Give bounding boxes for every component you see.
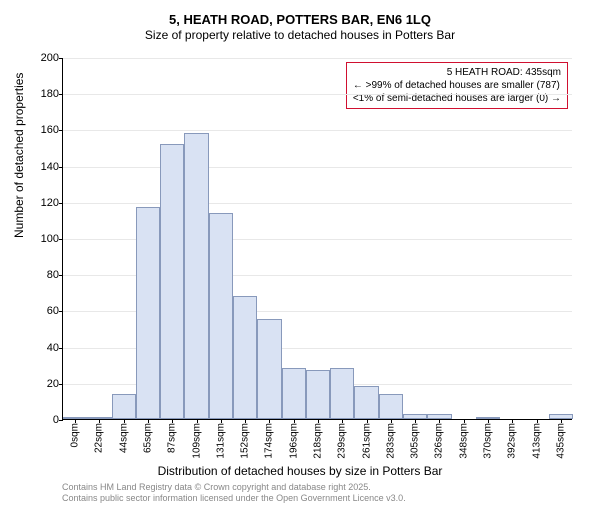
plot-area: 5 HEATH ROAD: 435sqm ← >99% of detached …: [62, 58, 572, 420]
gridline: [63, 167, 572, 168]
xtick-label: 109sqm: [191, 423, 202, 459]
xtick-label: 174sqm: [264, 423, 275, 459]
ytick-label: 100: [41, 233, 59, 245]
xtick-label: 44sqm: [118, 423, 129, 453]
ytick-label: 80: [47, 269, 59, 281]
ytick-mark: [59, 275, 63, 276]
ytick-label: 20: [47, 378, 59, 390]
ytick-mark: [59, 94, 63, 95]
histogram-bar: [379, 394, 403, 419]
ytick-mark: [59, 58, 63, 59]
histogram-bar: [306, 370, 330, 419]
histogram-bar: [282, 368, 306, 419]
chart-title-sub: Size of property relative to detached ho…: [0, 28, 600, 42]
xtick-label: 152sqm: [240, 423, 251, 459]
attribution-line2: Contains public sector information licen…: [62, 493, 406, 504]
histogram-bar: [184, 133, 208, 419]
ytick-mark: [59, 311, 63, 312]
ytick-label: 180: [41, 88, 59, 100]
gridline: [63, 58, 572, 59]
xtick-label: 239sqm: [337, 423, 348, 459]
y-axis-label: Number of detached properties: [12, 73, 26, 238]
ytick-label: 60: [47, 305, 59, 317]
histogram-bar: [233, 296, 257, 419]
xtick-label: 22sqm: [94, 423, 105, 453]
attribution: Contains HM Land Registry data © Crown c…: [62, 482, 406, 504]
ytick-label: 200: [41, 52, 59, 64]
ytick-label: 160: [41, 124, 59, 136]
ytick-label: 140: [41, 161, 59, 173]
xtick-label: 87sqm: [167, 423, 178, 453]
chart-title-main: 5, HEATH ROAD, POTTERS BAR, EN6 1LQ: [0, 12, 600, 27]
xtick-label: 305sqm: [410, 423, 421, 459]
ytick-mark: [59, 348, 63, 349]
ytick-mark: [59, 203, 63, 204]
histogram-bar: [354, 386, 378, 419]
chart-container: 5, HEATH ROAD, POTTERS BAR, EN6 1LQ Size…: [0, 10, 600, 510]
xtick-label: 65sqm: [143, 423, 154, 453]
gridline: [63, 94, 572, 95]
xtick-label: 348sqm: [458, 423, 469, 459]
xtick-label: 283sqm: [385, 423, 396, 459]
histogram-bar: [330, 368, 354, 419]
gridline: [63, 203, 572, 204]
ytick-mark: [59, 384, 63, 385]
ytick-mark: [59, 130, 63, 131]
attribution-line1: Contains HM Land Registry data © Crown c…: [62, 482, 406, 493]
ytick-mark: [59, 420, 63, 421]
histogram-bar: [209, 213, 233, 419]
annotation-line2: ← >99% of detached houses are smaller (7…: [353, 79, 561, 92]
xtick-label: 0sqm: [70, 423, 81, 447]
xtick-label: 196sqm: [288, 423, 299, 459]
x-axis-label: Distribution of detached houses by size …: [0, 464, 600, 478]
xtick-label: 435sqm: [555, 423, 566, 459]
annotation-line1: 5 HEATH ROAD: 435sqm: [353, 66, 561, 79]
annotation-box: 5 HEATH ROAD: 435sqm ← >99% of detached …: [346, 62, 568, 109]
ytick-mark: [59, 239, 63, 240]
xtick-label: 218sqm: [313, 423, 324, 459]
gridline: [63, 130, 572, 131]
xtick-label: 131sqm: [215, 423, 226, 459]
xtick-label: 370sqm: [483, 423, 494, 459]
xtick-label: 326sqm: [434, 423, 445, 459]
histogram-bar: [136, 207, 160, 419]
xtick-label: 392sqm: [507, 423, 518, 459]
ytick-label: 40: [47, 342, 59, 354]
histogram-bar: [257, 319, 281, 419]
ytick-label: 0: [53, 414, 59, 426]
xtick-label: 413sqm: [531, 423, 542, 459]
ytick-label: 120: [41, 197, 59, 209]
histogram-bar: [160, 144, 184, 419]
histogram-bar: [112, 394, 136, 419]
ytick-mark: [59, 167, 63, 168]
xtick-label: 261sqm: [361, 423, 372, 459]
